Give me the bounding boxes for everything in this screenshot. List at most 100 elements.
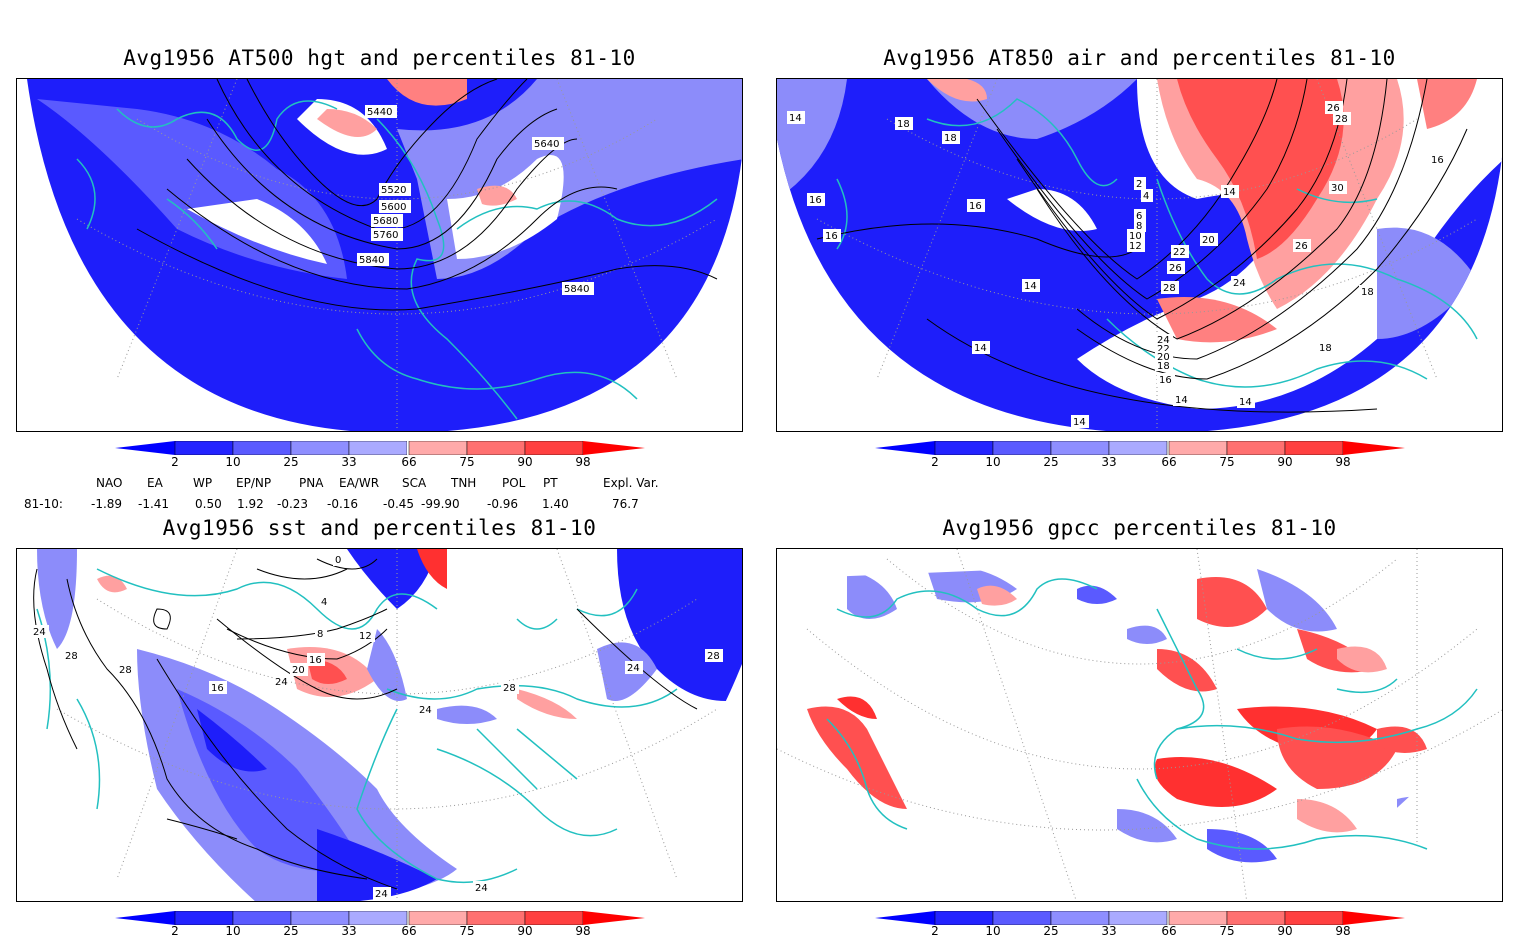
contour-label: 10: [1129, 231, 1142, 242]
contour-label: 20: [1157, 352, 1170, 363]
contour-label: 24: [419, 705, 432, 716]
contour-label: 18: [1319, 343, 1332, 354]
cb-label: 33: [1101, 924, 1117, 938]
cb-seg: [1050, 440, 1110, 456]
cb-seg: [1226, 910, 1286, 926]
contour-label: 14: [974, 343, 987, 354]
panel-title-air850: Avg1956 AT850 air and percentiles 81-10: [883, 46, 1396, 70]
idx-header: EA/WR: [339, 476, 380, 490]
contour-label: 24: [33, 627, 46, 638]
cb-low-arrow: [875, 441, 935, 455]
idx-value: 1.40: [542, 497, 569, 511]
contour-label: 5840: [359, 255, 384, 266]
contour-label: 22: [1173, 247, 1186, 258]
idx-header: PT: [543, 476, 558, 490]
cb-low-arrow: [115, 441, 175, 455]
cb-label: 25: [1043, 924, 1059, 938]
cb-seg: [1108, 910, 1168, 926]
cb-high-arrow: [1343, 441, 1405, 455]
cb-label: 90: [1277, 924, 1293, 938]
map-gpcc: [776, 548, 1503, 902]
cb-label: 25: [1043, 455, 1059, 469]
cb-low-arrow: [875, 911, 935, 925]
cb-seg: [934, 910, 994, 926]
idx-value: -0.16: [327, 497, 359, 511]
cb-seg: [348, 910, 408, 926]
cb-label: 10: [985, 924, 1001, 938]
colorbar-air850: 2 10 25 33 66 75 90 98: [875, 440, 1415, 480]
cb-label: 2: [931, 455, 939, 469]
contour-label: 26: [1295, 241, 1308, 252]
cb-high-arrow: [1343, 911, 1405, 925]
cb-label: 98: [1335, 455, 1351, 469]
contour-label: 22: [1157, 344, 1170, 355]
idx-header: Expl. Var.: [603, 476, 659, 490]
contour-label: 24: [375, 889, 388, 900]
contour-label: 14: [1239, 397, 1252, 408]
contour-label: 18: [1157, 361, 1170, 372]
idx-value: -0.23: [277, 497, 309, 511]
colorbar-sst: 2 10 25 33 66 75 90 98: [115, 910, 655, 950]
indices-header: NAO EA WP EP/NP PNA EA/WR SCA TNH POL PT…: [0, 476, 760, 492]
cb-seg: [232, 440, 292, 456]
idx-row-label: 81-10:: [24, 497, 63, 511]
idx-value: 0.50: [195, 497, 222, 511]
cb-label: 2: [171, 455, 179, 469]
cb-label: 2: [931, 924, 939, 938]
contour-label: 0: [335, 555, 341, 566]
contour-label: 24: [1233, 278, 1246, 289]
contour-label: 18: [944, 133, 957, 144]
cb-seg: [174, 910, 234, 926]
colorbar-svg: [115, 910, 645, 926]
cb-seg: [1108, 440, 1168, 456]
idx-header: WP: [193, 476, 213, 490]
cb-seg: [992, 440, 1052, 456]
contour-label: 30: [1331, 183, 1344, 194]
cb-label: 90: [517, 455, 533, 469]
contour-label: 28: [707, 651, 720, 662]
contour-label: 5680: [373, 216, 398, 227]
contour-label: 24: [627, 663, 640, 674]
panel-title-hgt500: Avg1956 AT500 hgt and percentiles 81-10: [123, 46, 636, 70]
idx-value: -0.45: [383, 497, 415, 511]
contour-label: 18: [1361, 287, 1374, 298]
contour-label: 26: [1169, 263, 1182, 274]
idx-value: -99.90: [421, 497, 460, 511]
contour-label: 28: [503, 683, 516, 694]
contour-label: 4: [321, 597, 327, 608]
cb-label: 98: [575, 455, 591, 469]
idx-header: TNH: [451, 476, 477, 490]
contour-label: 16: [825, 231, 838, 242]
contour-label: 4: [1143, 191, 1149, 202]
contour-label: 12: [1129, 241, 1142, 252]
cb-high-arrow: [583, 441, 645, 455]
idx-header: EA: [147, 476, 163, 490]
cb-seg: [524, 440, 584, 456]
contour-label: 28: [1163, 283, 1176, 294]
contour-label: 20: [1202, 235, 1215, 246]
cb-label: 75: [459, 455, 475, 469]
contour-label: 28: [1335, 114, 1348, 125]
cb-label: 66: [1161, 455, 1177, 469]
contour-label: 24: [1157, 335, 1170, 346]
cb-label: 10: [225, 924, 241, 938]
cb-label: 33: [341, 924, 357, 938]
cb-seg: [1168, 440, 1228, 456]
contour-label: 5520: [381, 185, 406, 196]
contour-label: 8: [317, 629, 323, 640]
contour-label: 6: [1136, 211, 1142, 222]
cb-seg: [1226, 440, 1286, 456]
cb-label: 25: [283, 924, 299, 938]
contour-label: 8: [1136, 221, 1142, 232]
cb-seg: [407, 441, 409, 455]
contour-label: 14: [1073, 417, 1086, 428]
cb-label: 2: [171, 924, 179, 938]
cb-label: 98: [1335, 924, 1351, 938]
contour-label: 16: [309, 655, 322, 666]
colorbar-svg: [875, 910, 1405, 926]
contour-label: 14: [1223, 187, 1236, 198]
contour-label: 5840: [564, 284, 589, 295]
idx-value: -1.41: [138, 497, 170, 511]
contour-label: 16: [1159, 375, 1172, 386]
contour-label: 28: [119, 665, 132, 676]
